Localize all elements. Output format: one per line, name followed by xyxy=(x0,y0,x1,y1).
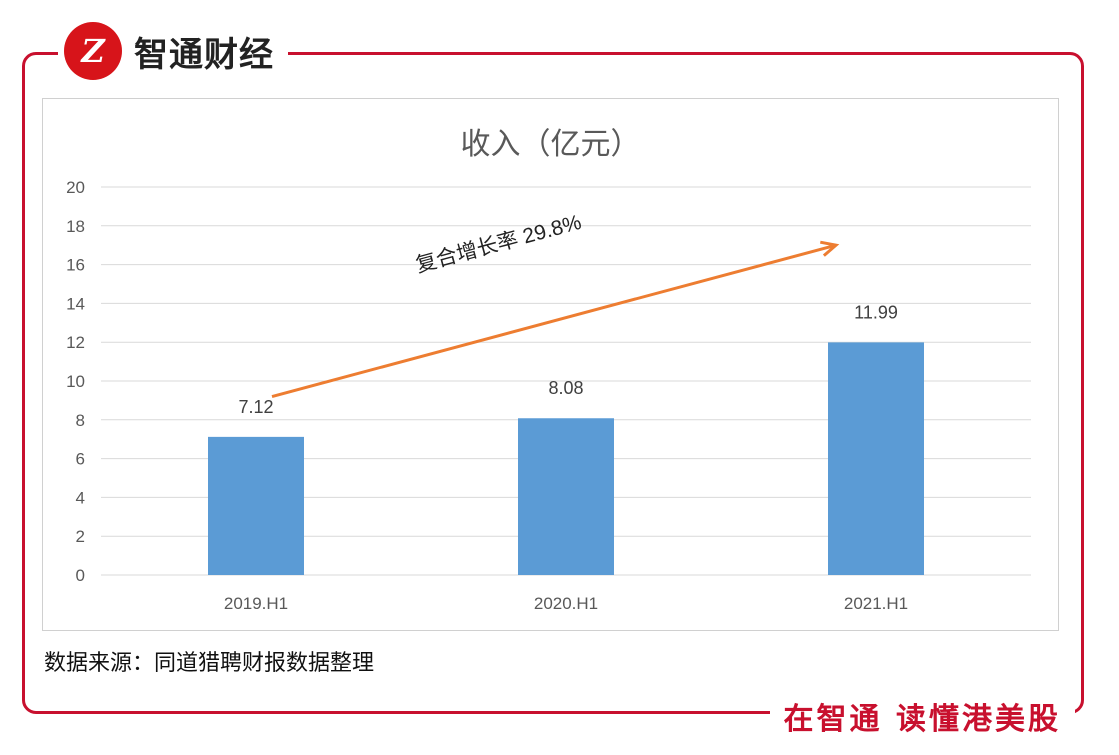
data-label: 7.12 xyxy=(238,397,273,417)
y-tick-label: 18 xyxy=(66,217,85,236)
growth-annotation: 复合增长率 29.8% xyxy=(413,211,584,277)
x-tick-label: 2021.H1 xyxy=(844,594,908,613)
red-border-frame xyxy=(22,52,1084,714)
source-note: 数据来源：同道猎聘财报数据整理 xyxy=(44,651,375,676)
data-label: 8.08 xyxy=(548,378,583,398)
y-tick-label: 12 xyxy=(66,333,85,352)
bar xyxy=(518,418,614,575)
bar xyxy=(828,342,924,575)
brand-header: Z 智通财经 xyxy=(58,18,288,84)
x-tick-label: 2019.H1 xyxy=(224,594,288,613)
y-tick-label: 10 xyxy=(66,372,85,391)
slogan: 在智通 读懂港美股 xyxy=(769,694,1075,738)
data-label: 11.99 xyxy=(854,302,898,322)
y-tick-label: 2 xyxy=(76,527,85,546)
y-tick-label: 20 xyxy=(66,178,85,197)
x-tick-label: 2020.H1 xyxy=(534,594,598,613)
y-tick-label: 14 xyxy=(66,294,85,313)
brand-name: 智通财经 xyxy=(134,34,274,75)
y-tick-label: 8 xyxy=(76,411,85,430)
bar-chart: 0 2 4 6 8 10 12 14 16 18 20 7.12 2019.H1 8.08 2020.H1 1… xyxy=(66,178,1031,613)
y-tick-label: 6 xyxy=(76,450,85,469)
growth-arrow-head xyxy=(820,240,840,257)
y-tick-label: 0 xyxy=(76,566,85,585)
bar xyxy=(208,436,304,575)
growth-arrow xyxy=(271,243,837,398)
y-tick-label: 16 xyxy=(66,256,85,275)
y-tick-label: 4 xyxy=(76,488,85,507)
chart-title: 收入（亿元） xyxy=(460,127,641,162)
brand-logo-icon: Z xyxy=(64,22,122,80)
chart-container: 收入（亿元） 0 2 4 6 8 10 12 14 16 18 20 7.12 2019.H1 8.08 2… xyxy=(42,98,1059,631)
